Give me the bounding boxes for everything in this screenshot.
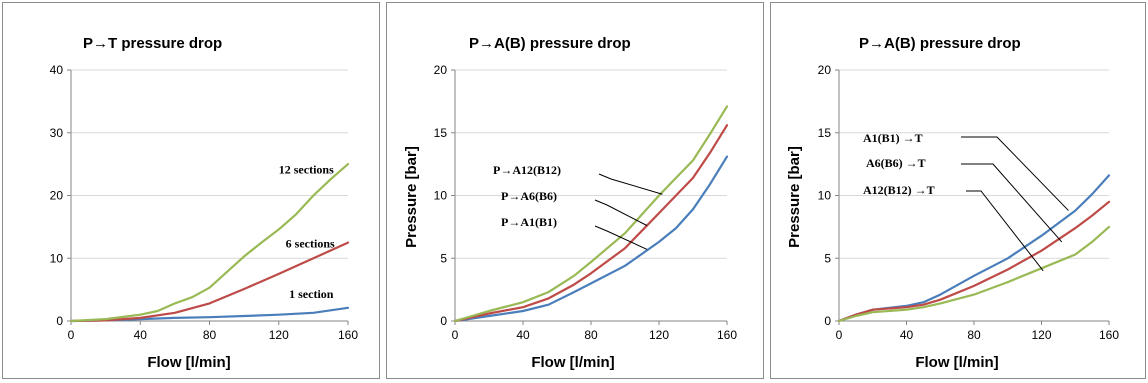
annotation-label: A6(B6) →T: [866, 156, 926, 170]
y-tick-label: 20: [50, 189, 64, 203]
x-tick-label: 160: [338, 328, 358, 342]
tick-labels: 0 10 20 30 40 0 40 80 120 160: [50, 63, 359, 342]
x-tick-label: 0: [452, 328, 459, 342]
chart-pt-svg: P→T pressure drop 0 10 20 30 40 0 40 80 120 160 1…: [50, 35, 359, 371]
series-lines: [69, 163, 350, 323]
x-tick-label: 40: [900, 328, 914, 342]
series-lines: [453, 105, 729, 323]
annotation-label: P→A6(B6): [501, 189, 557, 203]
annotations: P→A12(B12) P→A6(B6) P→A1(B1): [493, 163, 663, 250]
annotation-label: A1(B1) →T: [863, 131, 923, 145]
x-axis-label: Flow [l/min]: [915, 354, 998, 371]
x-tick-label: 0: [836, 328, 843, 342]
series-line-2: [837, 225, 1111, 323]
series-line-0: [453, 155, 729, 323]
x-tick-label: 160: [1099, 328, 1119, 342]
series-line-1: [453, 124, 729, 323]
y-tick-label: 10: [50, 251, 64, 265]
y-tick-label: 5: [440, 251, 447, 265]
x-tick-label: 80: [967, 328, 981, 342]
annotations: A1(B1) →T A6(B6) →T A12(B12) →T: [863, 131, 1069, 272]
x-axis-label: Flow [l/min]: [147, 354, 230, 371]
series-line-2: [453, 105, 729, 323]
annotation-leader: [961, 163, 1063, 243]
chart-panel-abt: P→A(B) pressure drop 0 5 10 15 20 0 40 80 120 160…: [770, 2, 1146, 379]
y-tick-label: 30: [50, 126, 64, 140]
chart-pab-svg: P→A(B) pressure drop 0 5 10 15 20 0 40 80 120 160…: [403, 35, 738, 371]
y-tick-label: 10: [818, 189, 832, 203]
chart-panel-pab: P→A(B) pressure drop 0 5 10 15 20 0 40 80 120 160…: [386, 2, 764, 379]
x-axis-label: Flow [l/min]: [531, 354, 614, 371]
annotation-label: P→A1(B1): [501, 215, 557, 229]
y-tick-label: 15: [434, 126, 448, 140]
gridlines: [455, 69, 727, 259]
annotation-label: 1 section: [289, 287, 334, 301]
y-tick-label: 15: [818, 126, 832, 140]
gridlines: [71, 69, 348, 259]
y-tick-label: 20: [818, 63, 832, 77]
y-axis-label: Pressure [bar]: [786, 146, 803, 248]
annotation-label: P→A12(B12): [493, 163, 561, 177]
chart-title: P→T pressure drop: [83, 35, 222, 52]
y-tick-label: 10: [434, 189, 448, 203]
x-tick-label: 40: [516, 328, 530, 342]
annotation-leader: [594, 225, 648, 250]
y-tick-label: 5: [824, 251, 831, 265]
x-tick-label: 120: [1031, 328, 1051, 342]
annotation-leader: [961, 136, 1069, 211]
annotation-leader: [966, 190, 1044, 272]
x-tick-label: 0: [68, 328, 75, 342]
chart-title: P→A(B) pressure drop: [469, 35, 631, 52]
axes: [451, 69, 728, 325]
x-tick-label: 160: [717, 328, 737, 342]
axes: [835, 69, 1110, 325]
y-tick-label: 0: [56, 314, 63, 328]
chart-abt-svg: P→A(B) pressure drop 0 5 10 15 20 0 40 80 120 160…: [786, 35, 1120, 371]
series-line-1: [69, 241, 350, 323]
chart-title: P→A(B) pressure drop: [859, 35, 1021, 52]
y-tick-label: 0: [824, 314, 831, 328]
annotations: 12 sections 6 sections 1 section: [279, 163, 335, 301]
y-tick-label: 20: [434, 63, 448, 77]
x-tick-label: 120: [649, 328, 669, 342]
annotation-leader: [594, 199, 648, 227]
x-tick-label: 40: [134, 328, 148, 342]
y-tick-label: 0: [440, 314, 447, 328]
series-line-2: [69, 163, 350, 323]
y-axis-label: Pressure [bar]: [403, 146, 420, 248]
y-tick-label: 40: [50, 63, 64, 77]
annotation-label: A12(B12) →T: [863, 183, 935, 197]
x-tick-label: 80: [584, 328, 598, 342]
x-tick-label: 80: [203, 328, 217, 342]
series-line-1: [837, 200, 1111, 323]
series-line-0: [837, 174, 1111, 323]
tick-labels: 0 5 10 15 20 0 40 80 120 160: [818, 63, 1120, 342]
chart-panel-pt: P→T pressure drop 0 10 20 30 40 0 40 80 120 160 1…: [2, 2, 380, 379]
annotation-leader: [598, 173, 663, 195]
x-tick-label: 120: [269, 328, 289, 342]
tick-labels: 0 5 10 15 20 0 40 80 120 160: [434, 63, 738, 342]
annotation-label: 6 sections: [286, 237, 335, 251]
series-lines: [837, 174, 1111, 323]
annotation-label: 12 sections: [279, 163, 334, 177]
